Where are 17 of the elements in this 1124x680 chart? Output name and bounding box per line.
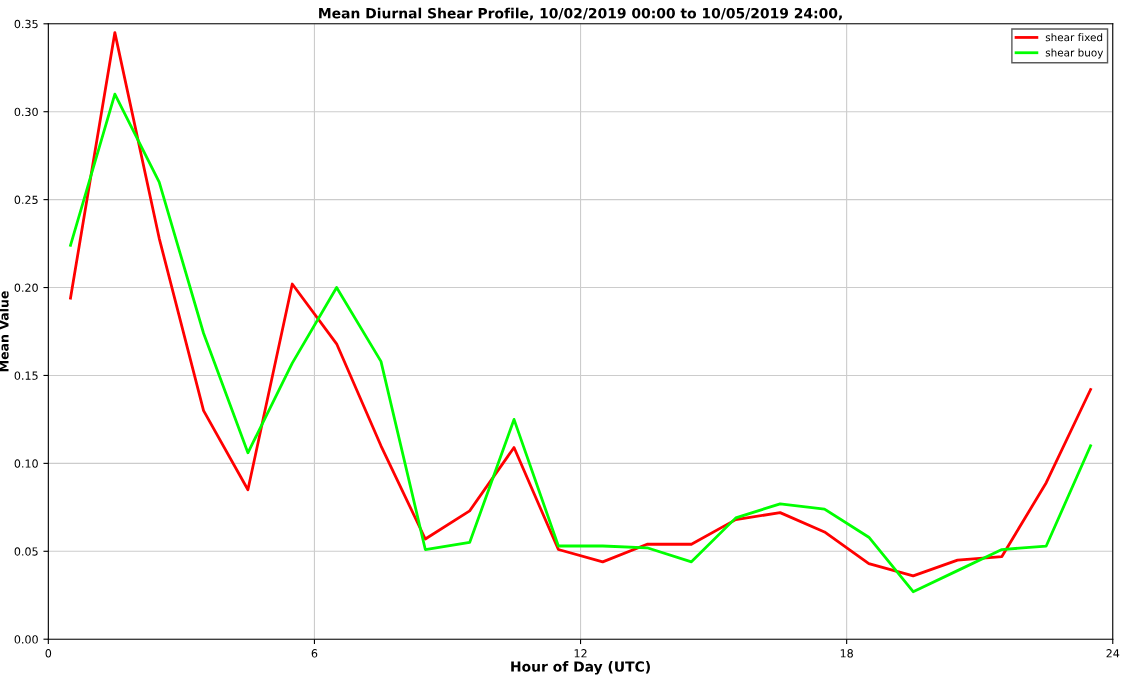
y-tick-label: 0.20 <box>14 283 38 292</box>
x-tick-label: 18 <box>840 649 853 658</box>
legend-label: shear buoy <box>1045 48 1104 59</box>
x-tick-label: 6 <box>311 649 318 658</box>
y-tick-label: 0.35 <box>14 19 38 29</box>
x-tick-label: 0 <box>45 649 52 658</box>
y-tick-label: 0.05 <box>14 547 38 556</box>
legend-label: shear fixed <box>1045 33 1103 42</box>
chart-title: Mean Diurnal Shear Profile, 10/02/2019 00:00 to 10/05/2019 24:00, <box>319 7 842 21</box>
x-tick-label: 12 <box>574 649 587 658</box>
y-tick-label: 0.15 <box>14 371 38 380</box>
y-tick-label: 0.30 <box>14 107 38 117</box>
x-axis-title: Hour of Day (UTC) <box>511 661 650 675</box>
y-tick-label: 0.00 <box>14 635 38 644</box>
y-tick-label: 0.25 <box>14 195 38 205</box>
x-tick-label: 24 <box>1106 649 1120 658</box>
y-tick-label: 0.10 <box>14 459 38 468</box>
